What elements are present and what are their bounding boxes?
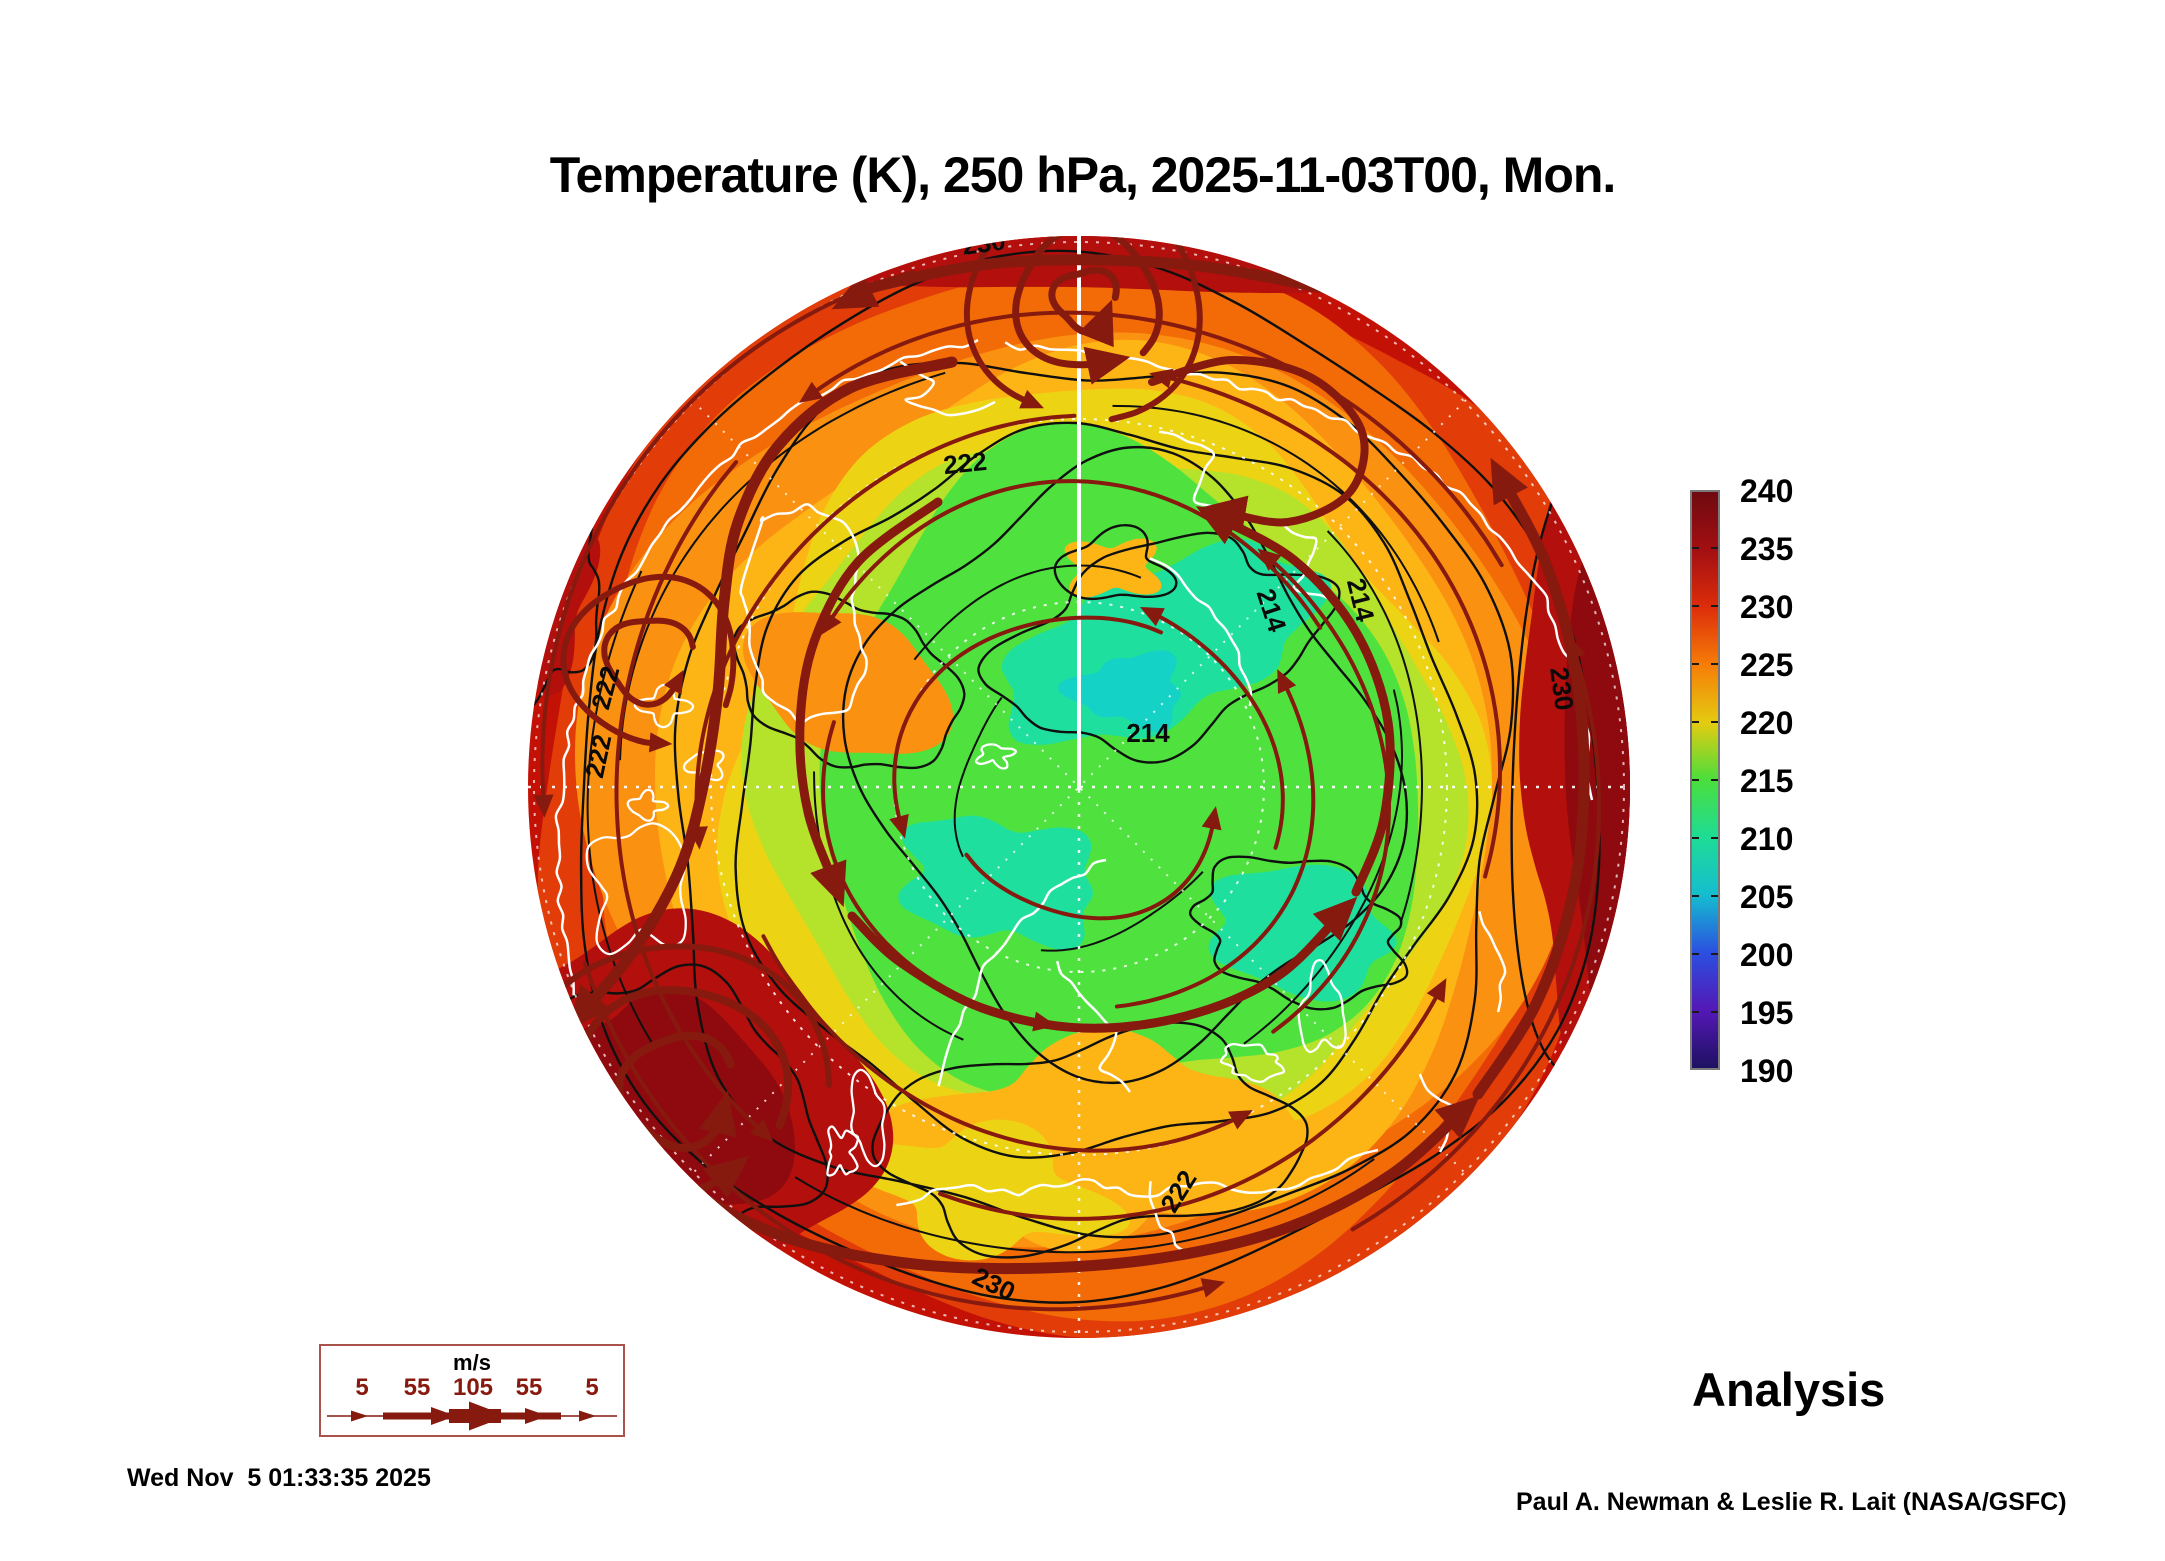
colorbar-tick xyxy=(1692,837,1718,839)
streamline xyxy=(831,254,1341,310)
wind-legend-speed: 5 xyxy=(355,1374,369,1401)
contour-line xyxy=(1243,689,1404,1045)
wind-legend-speed: 55 xyxy=(515,1374,543,1401)
streamline xyxy=(1195,506,1395,897)
colorbar xyxy=(1690,490,1720,1070)
contour-line xyxy=(1112,404,1440,643)
contour-label: 222 xyxy=(942,446,988,480)
colorbar-tick xyxy=(1692,605,1718,607)
colorbar-tick xyxy=(1692,547,1718,549)
coastline xyxy=(899,360,996,417)
contour-line xyxy=(913,564,1142,661)
latitude-circle-80 xyxy=(893,601,1265,973)
streamline xyxy=(533,269,915,818)
contour-line xyxy=(1510,409,1630,1086)
streamline xyxy=(938,978,1447,1221)
streamline xyxy=(614,460,774,1142)
coastline-island xyxy=(739,502,868,724)
streamline xyxy=(761,934,1253,1153)
wind-speed-legend: m/s 5 55 105 55 5 xyxy=(319,1344,625,1437)
wind-speed-scale-arrow xyxy=(327,1401,617,1431)
streamline xyxy=(889,615,1163,839)
streamline xyxy=(847,896,1358,1033)
streamline xyxy=(1472,457,1590,1100)
contour-label: 230 xyxy=(960,225,1007,261)
field-region xyxy=(585,236,1498,294)
colorbar-tick-label: 190 xyxy=(1740,1053,1794,1089)
wind-legend-speed: 105 xyxy=(452,1374,494,1401)
contour-line xyxy=(794,1158,1375,1254)
contour-label: 214 xyxy=(1126,718,1170,748)
coastline-island xyxy=(850,1068,886,1168)
creation-timestamp: Wed Nov 5 01:33:35 2025 xyxy=(127,1464,431,1492)
coastline xyxy=(937,858,1107,1087)
streamline xyxy=(582,960,1226,1312)
latitude-circle-70 xyxy=(710,418,1448,1156)
colorbar-tick-label: 220 xyxy=(1740,705,1794,741)
coastline xyxy=(1149,557,1253,707)
coastline xyxy=(896,1148,1379,1207)
streamline xyxy=(1350,635,1602,1232)
contour-label: 230 xyxy=(1544,665,1580,712)
streamline xyxy=(795,497,943,908)
streamline xyxy=(1139,607,1285,850)
credit-line: Paul A. Newman & Leslie R. Lait (NASA/GS… xyxy=(1516,1488,2067,1516)
colorbar-tick xyxy=(1692,895,1718,897)
streamline xyxy=(567,356,958,1031)
colorbar-tick xyxy=(1692,953,1718,955)
coastline-island xyxy=(974,743,1018,770)
streamline xyxy=(1149,368,1503,879)
streamline xyxy=(964,806,1222,921)
colorbar-tick-label: 240 xyxy=(1740,473,1794,509)
contour-line xyxy=(953,696,1003,858)
coastline-island xyxy=(1219,1042,1286,1083)
colorbar-tick-label: 215 xyxy=(1740,763,1794,799)
colorbar-tick-label: 195 xyxy=(1740,995,1794,1031)
coastline-island xyxy=(682,749,725,782)
streamline xyxy=(1048,266,1120,348)
colorbar-tick xyxy=(1692,663,1718,665)
colorbar-tick-label: 210 xyxy=(1740,821,1794,857)
contour-line xyxy=(1040,871,1204,952)
wind-legend-speed: 55 xyxy=(403,1374,431,1401)
colorbar-tick-label: 200 xyxy=(1740,937,1794,973)
streamline xyxy=(601,617,696,708)
streamline xyxy=(560,573,737,753)
page-title: Temperature (K), 250 hPa, 2025-11-03T00,… xyxy=(549,147,1617,203)
contour-line xyxy=(734,421,1479,1159)
streamline xyxy=(1012,236,1163,385)
wind-legend-unit: m/s xyxy=(453,1350,491,1375)
field-region xyxy=(1564,481,1630,1056)
streamline xyxy=(687,413,1077,850)
latitude-circle-edge xyxy=(533,241,1625,1333)
colorbar-tick xyxy=(1692,1011,1718,1013)
colorbar-tick-label: 235 xyxy=(1740,531,1794,567)
contour-line xyxy=(871,1021,1309,1259)
contour-line xyxy=(1326,530,1424,924)
contour-line xyxy=(813,771,964,1041)
streamline xyxy=(821,720,1057,1032)
colorbar-tick-label: 225 xyxy=(1740,647,1794,683)
colorbar-tick-label: 230 xyxy=(1740,589,1794,625)
coastline xyxy=(1478,910,1507,1013)
coastlines xyxy=(554,338,1594,1254)
coastline-island xyxy=(626,788,670,822)
field-region xyxy=(1058,650,1182,732)
streamline xyxy=(798,310,1504,568)
contour-line xyxy=(619,371,946,761)
coastline xyxy=(1148,1181,1187,1254)
coastline-island xyxy=(826,1125,860,1177)
contour-line xyxy=(673,361,1515,1239)
colorbar-tick xyxy=(1692,721,1718,723)
colorbar-tick xyxy=(1692,779,1718,781)
streamline xyxy=(1114,669,1316,1009)
wind-legend-speed: 5 xyxy=(585,1374,599,1401)
streamline xyxy=(1148,355,1369,534)
colorbar-tick-label: 205 xyxy=(1740,879,1794,915)
analysis-label: Analysis xyxy=(1692,1363,1886,1416)
streamline xyxy=(963,236,1203,423)
streamline xyxy=(1257,548,1392,1034)
